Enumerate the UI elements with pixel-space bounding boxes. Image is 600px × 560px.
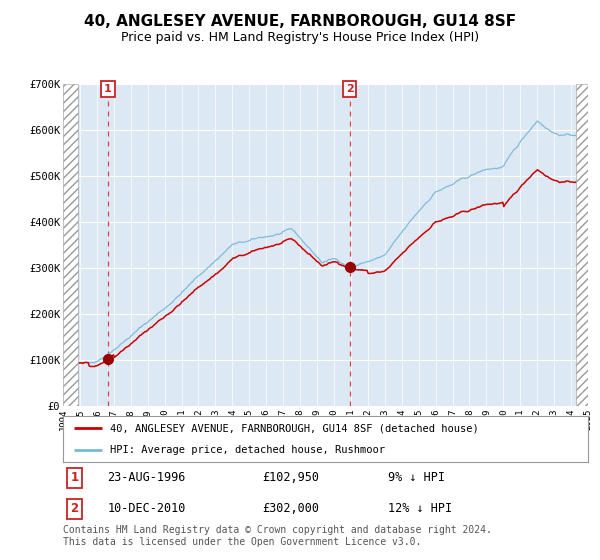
Text: 1: 1 (70, 472, 79, 484)
Text: 40, ANGLESEY AVENUE, FARNBOROUGH, GU14 8SF (detached house): 40, ANGLESEY AVENUE, FARNBOROUGH, GU14 8… (110, 423, 479, 433)
Text: £102,950: £102,950 (263, 472, 320, 484)
Text: 40, ANGLESEY AVENUE, FARNBOROUGH, GU14 8SF: 40, ANGLESEY AVENUE, FARNBOROUGH, GU14 8… (84, 14, 516, 29)
Text: 10-DEC-2010: 10-DEC-2010 (107, 502, 186, 515)
Text: 9% ↓ HPI: 9% ↓ HPI (389, 472, 445, 484)
Text: HPI: Average price, detached house, Rushmoor: HPI: Average price, detached house, Rush… (110, 445, 385, 455)
Text: £302,000: £302,000 (263, 502, 320, 515)
Text: 2: 2 (346, 84, 353, 94)
Text: 1: 1 (104, 84, 112, 94)
Text: 23-AUG-1996: 23-AUG-1996 (107, 472, 186, 484)
Text: Contains HM Land Registry data © Crown copyright and database right 2024.
This d: Contains HM Land Registry data © Crown c… (63, 525, 492, 547)
Text: 2: 2 (70, 502, 79, 515)
Text: Price paid vs. HM Land Registry's House Price Index (HPI): Price paid vs. HM Land Registry's House … (121, 31, 479, 44)
Text: 12% ↓ HPI: 12% ↓ HPI (389, 502, 452, 515)
